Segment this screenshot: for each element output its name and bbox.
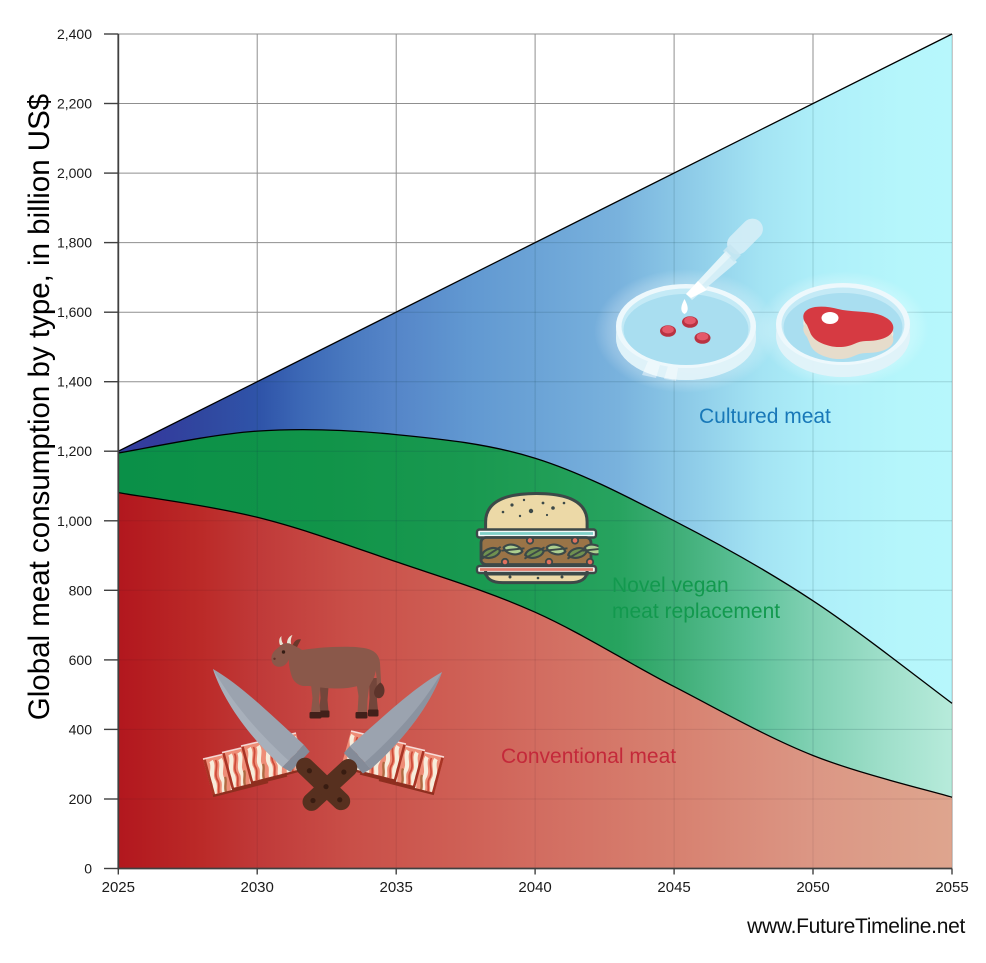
svg-text:Novel vegan: Novel vegan xyxy=(612,574,729,597)
svg-text:1,200: 1,200 xyxy=(57,443,92,459)
svg-text:2035: 2035 xyxy=(380,879,413,896)
svg-text:2045: 2045 xyxy=(657,879,690,896)
svg-text:meat replacement: meat replacement xyxy=(612,600,780,623)
svg-text:2040: 2040 xyxy=(518,879,551,896)
svg-text:1,400: 1,400 xyxy=(57,374,92,390)
svg-text:800: 800 xyxy=(69,582,93,598)
svg-text:2025: 2025 xyxy=(102,879,135,896)
svg-text:400: 400 xyxy=(69,721,93,737)
svg-text:2055: 2055 xyxy=(935,879,968,896)
svg-text:0: 0 xyxy=(84,861,92,877)
svg-text:600: 600 xyxy=(69,652,93,668)
svg-text:200: 200 xyxy=(69,791,93,807)
svg-text:Conventional meat: Conventional meat xyxy=(501,745,676,768)
svg-text:1,600: 1,600 xyxy=(57,304,92,320)
svg-text:Cultured meat: Cultured meat xyxy=(699,405,831,428)
svg-text:2,000: 2,000 xyxy=(57,165,92,181)
svg-text:1,000: 1,000 xyxy=(57,513,92,529)
svg-text:2,400: 2,400 xyxy=(57,26,92,42)
svg-text:Global meat consumption by typ: Global meat consumption by type, in bill… xyxy=(23,94,56,720)
svg-text:1,800: 1,800 xyxy=(57,235,92,251)
svg-text:2050: 2050 xyxy=(796,879,829,896)
svg-text:2030: 2030 xyxy=(241,879,274,896)
svg-text:www.FutureTimeline.net: www.FutureTimeline.net xyxy=(746,915,965,938)
svg-text:2,200: 2,200 xyxy=(57,96,92,112)
